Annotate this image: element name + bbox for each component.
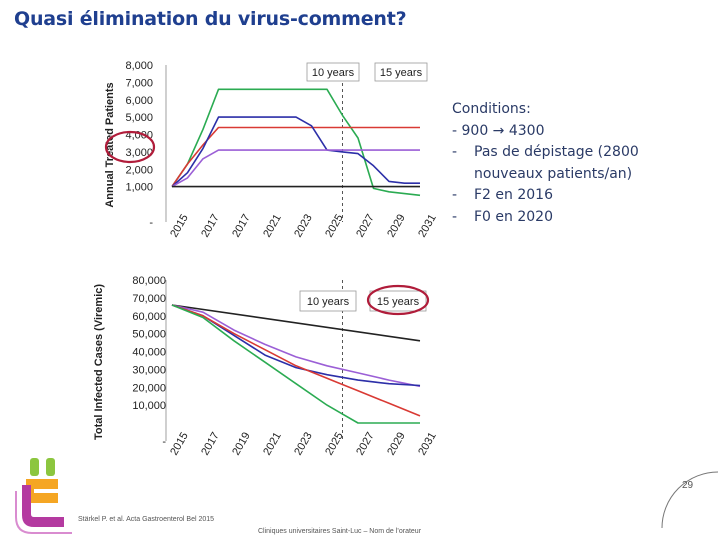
series-line [171, 304, 421, 388]
saint-luc-logo [15, 458, 72, 534]
conditions-item: - F0 en 2020 [452, 207, 639, 229]
y-tick-label: 60,000 [132, 311, 166, 323]
y-tick-label: 8,000 [125, 60, 153, 72]
y-tick-label: 6,000 [125, 95, 153, 107]
x-tick-label: 2021 [261, 212, 284, 239]
reference-citation: Stärkel P. et al. Acta Gastroenterol Bel… [78, 516, 215, 523]
bullet-dash: - [452, 187, 458, 203]
annotation-box [299, 290, 357, 312]
y-tick-label: 3,000 [125, 147, 153, 159]
x-tick-label: 2029 [385, 430, 408, 457]
y-tick-label: 80,000 [132, 275, 166, 287]
annotation-box [369, 290, 427, 312]
footer-text: Cliniques universitaires Saint-Luc – Nom… [258, 528, 422, 535]
annotation-box [306, 62, 360, 82]
chart-total-infected-cases: 80,000 70,000 60,000 50,000 40,000 30,000 20,0… [93, 275, 439, 458]
conditions-block: Conditions: - 900 → 4300 - Pas de dépista… [452, 99, 639, 228]
annotation-label: 10 years [312, 67, 355, 79]
conditions-item: - F2 en 2016 [452, 185, 639, 207]
bullet-dash: - [452, 144, 458, 160]
y-tick-label: 70,000 [132, 293, 166, 305]
chart-annual-treated-patients: 8,0007,0006,0005,0004,0003,0002,0001,000… [104, 60, 439, 240]
series-line [171, 88, 421, 197]
x-tick-label: 2023 [292, 430, 315, 457]
series-line [171, 126, 420, 188]
y-axis-label: Annual Treated Patients [104, 82, 116, 207]
y-tick-label: 40,000 [132, 347, 166, 359]
x-tick-label: 2017 [199, 212, 222, 239]
x-tick-label: 2015 [168, 212, 191, 239]
series-line [171, 304, 421, 417]
series-line [171, 116, 420, 188]
conditions-title: Conditions: [452, 101, 531, 117]
x-tick-label: 2027 [354, 430, 377, 457]
x-tick-label: 2017 [199, 430, 222, 457]
annotation-label: 15 years [377, 296, 420, 308]
conditions-item-text: nouveaux patients/an) [474, 165, 633, 182]
x-tick-label: 2017 [230, 212, 253, 239]
x-tick-label: 2031 [416, 212, 439, 239]
y-tick-label: 1,000 [125, 182, 153, 194]
y-axis-label: Total Infected Cases (Viremic) [93, 284, 105, 440]
y-tick-label: - [149, 217, 153, 229]
slide-title: Quasi élimination du virus-comment? [14, 8, 407, 30]
conditions-item-text: F2 en 2016 [474, 187, 553, 203]
y-tick-label: 20,000 [132, 382, 166, 394]
y-tick-label: 7,000 [125, 77, 153, 89]
page-number-arc [661, 471, 719, 529]
series-line [171, 149, 420, 188]
y-tick-label: 30,000 [132, 364, 166, 376]
x-tick-label: 2029 [385, 212, 408, 239]
bullet-dash: - [452, 208, 458, 225]
x-tick-label: 2031 [416, 430, 439, 457]
x-tick-label: 2019 [230, 430, 253, 457]
annotation-box [374, 62, 428, 82]
y-tick-label: 10,000 [132, 400, 166, 412]
y-tick-label: 50,000 [132, 329, 166, 341]
series-line [171, 304, 421, 342]
x-tick-label: 2015 [168, 430, 191, 457]
highlight-circle [104, 130, 156, 164]
conditions-item: - Pas de dépistage (2800 [452, 142, 639, 164]
conditions-item-text: Pas de dépistage (2800 [474, 144, 639, 160]
annotation-label: 10 years [307, 296, 350, 308]
x-tick-label: 2023 [292, 212, 315, 239]
conditions-item-text: F0 en 2020 [474, 208, 553, 225]
conditions-item: nouveaux patients/an) [452, 164, 639, 186]
x-tick-label: 2027 [354, 212, 377, 239]
series-line [171, 304, 420, 424]
y-tick-label: 2,000 [125, 164, 153, 176]
page-number: 29 [682, 480, 694, 491]
x-tick-label: 2025 [323, 430, 346, 457]
highlight-circle [366, 284, 430, 316]
y-tick-label: - [162, 436, 166, 448]
y-tick-label: 5,000 [125, 112, 153, 124]
x-tick-label: 2021 [261, 430, 284, 457]
annotation-label: 15 years [380, 67, 423, 79]
series-line [171, 304, 421, 387]
conditions-line-1: - 900 → 4300 [452, 122, 545, 139]
